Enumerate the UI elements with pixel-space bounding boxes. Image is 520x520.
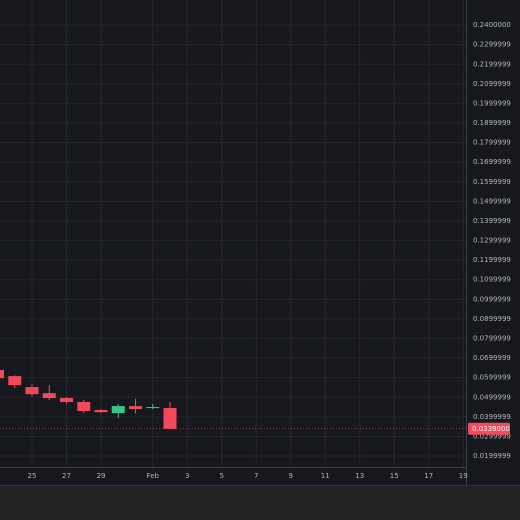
y-tick-label: 0.0999999 (473, 295, 511, 303)
y-tick-label: 0.0399999 (473, 413, 511, 421)
y-tick-label: 0.1799999 (473, 139, 511, 147)
y-tick-label: 0.2199999 (473, 60, 511, 68)
y-tick-label: 0.1999999 (473, 99, 511, 107)
bottom-bar (0, 485, 520, 520)
x-tick-label: 7 (254, 472, 258, 480)
candle-body (0, 370, 4, 379)
y-tick-label: 0.1699999 (473, 158, 511, 166)
x-tick-label: 15 (390, 472, 399, 480)
candle-body (25, 387, 39, 395)
y-tick-label: 0.2099999 (473, 80, 511, 88)
y-tick-label: 0.1199999 (473, 256, 511, 264)
candle-body (77, 401, 91, 411)
candle-body (42, 393, 56, 399)
candle-body (8, 376, 22, 386)
y-tick-label: 0.1899999 (473, 119, 511, 127)
x-tick-label: 29 (97, 472, 106, 480)
y-tick-label: 0.0799999 (473, 334, 511, 342)
x-tick-label: 9 (289, 472, 293, 480)
x-tick-label: 13 (355, 472, 364, 480)
x-tick-label: 17 (424, 472, 433, 480)
x-tick-label: 19 (459, 472, 468, 480)
y-tick-label: 0.0499999 (473, 393, 511, 401)
x-tick-label: 5 (220, 472, 224, 480)
last-price-label: 0.0339000 (472, 425, 510, 433)
candle-body (129, 406, 142, 410)
y-tick-label: 0.0199999 (473, 452, 511, 460)
y-tick-label: 0.0599999 (473, 374, 511, 382)
x-tick-label: 27 (62, 472, 71, 480)
candle-body (111, 406, 125, 414)
y-tick-label: 0.1599999 (473, 178, 511, 186)
y-tick-label: 0.0699999 (473, 354, 511, 362)
candle-body (146, 407, 160, 409)
y-tick-label: 0.1299999 (473, 237, 511, 245)
y-tick-label: 0.2299999 (473, 41, 511, 49)
y-tick-label: 0.1499999 (473, 197, 511, 205)
last-price-box (468, 422, 510, 435)
x-tick-label: 11 (321, 472, 330, 480)
x-tick-label: 25 (28, 472, 37, 480)
y-tick-label: 0.1099999 (473, 276, 511, 284)
candle-body (163, 408, 177, 429)
y-tick-label: 0.0899999 (473, 315, 511, 323)
candle-body (94, 409, 108, 413)
x-tick-label: 3 (185, 472, 189, 480)
chart-background (0, 0, 520, 485)
y-tick-label: 0.0299999 (473, 432, 511, 440)
x-tick-label: Feb (147, 472, 160, 480)
candle-body (60, 398, 73, 402)
y-tick-label: 0.2400000 (473, 21, 511, 29)
y-tick-label: 0.1399999 (473, 217, 511, 225)
